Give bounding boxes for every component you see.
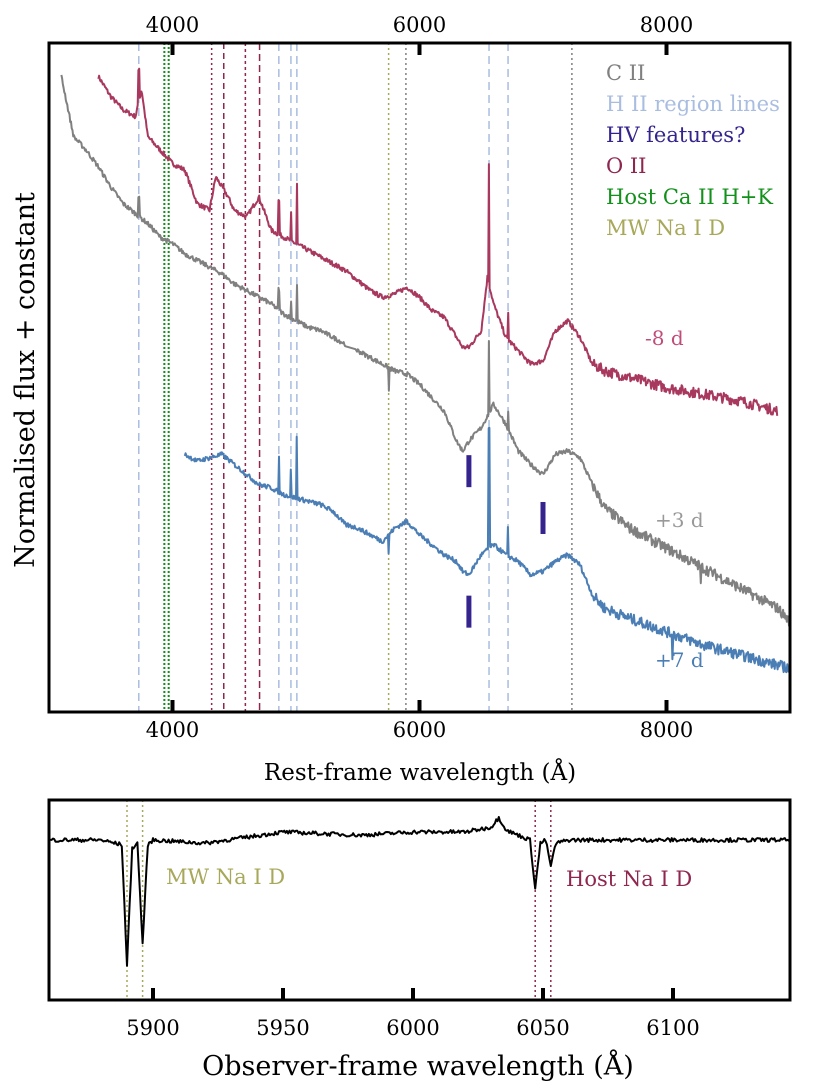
hv-markers [466, 455, 546, 628]
bottom-plot-frame [47, 798, 792, 1002]
top-xtick-label-6000: 6000 [393, 718, 446, 742]
hv-marker-2 [466, 595, 472, 628]
series-label-plus-3d: +3 d [655, 508, 704, 532]
observer-spectrum-line [48, 816, 791, 967]
top-axis-tick-label-8000: 8000 [640, 13, 693, 37]
bottom-ticks [151, 988, 675, 1000]
top-ticks [170, 43, 669, 712]
annotation-host-na-i-d: Host Na I D [566, 867, 692, 891]
top-axis-tick-label-6000: 6000 [393, 13, 446, 37]
series-label-plus-7d: +7 d [655, 648, 704, 672]
top-xtick-label-8000: 8000 [640, 718, 693, 742]
bottom-xlabel: Observer-frame wavelength (Å) [202, 1049, 634, 1082]
bottom-line-markers [126, 800, 552, 1000]
spectrum-line-7d [183, 426, 791, 674]
legend-h-ii: H II region lines [606, 92, 780, 116]
hv-marker-1 [540, 501, 546, 534]
bottom-xtick-label-6050: 6050 [516, 1016, 569, 1040]
top-panel: 4000 6000 8000 4000 6000 8000 Rest-frame… [10, 13, 792, 786]
legend-o-ii: O II [606, 154, 646, 178]
bottom-xtick-label-6000: 6000 [386, 1016, 439, 1040]
top-ylabel: Normalised flux + constant [10, 192, 41, 568]
legend-hv-features: HV features? [606, 123, 745, 147]
spectrum-line-8d [97, 67, 779, 416]
series-label-minus-8d: -8 d [645, 326, 684, 350]
bottom-series-layer [48, 816, 791, 967]
legend-mw-na-i-d: MW Na I D [606, 216, 725, 240]
hv-marker-0 [466, 455, 472, 488]
bottom-xtick-label-6100: 6100 [646, 1016, 699, 1040]
bottom-xtick-label-5900: 5900 [126, 1016, 179, 1040]
top-series-layer [60, 67, 791, 674]
legend-c-ii: C II [606, 61, 645, 85]
bottom-panel: 5900 5950 6000 6050 6100 Observer-frame … [47, 798, 792, 1082]
top-line-markers [138, 43, 573, 712]
spectrum-line-3d [60, 74, 791, 627]
bottom-xtick-label-5950: 5950 [256, 1016, 309, 1040]
legend: C II H II region lines HV features? O II… [606, 61, 780, 240]
annotation-mw-na-i-d: MW Na I D [166, 865, 285, 889]
top-axis-tick-label-4000: 4000 [146, 13, 199, 37]
legend-host-ca-ii: Host Ca II H+K [606, 185, 773, 209]
top-xlabel: Rest-frame wavelength (Å) [264, 758, 576, 786]
top-xtick-label-4000: 4000 [146, 718, 199, 742]
